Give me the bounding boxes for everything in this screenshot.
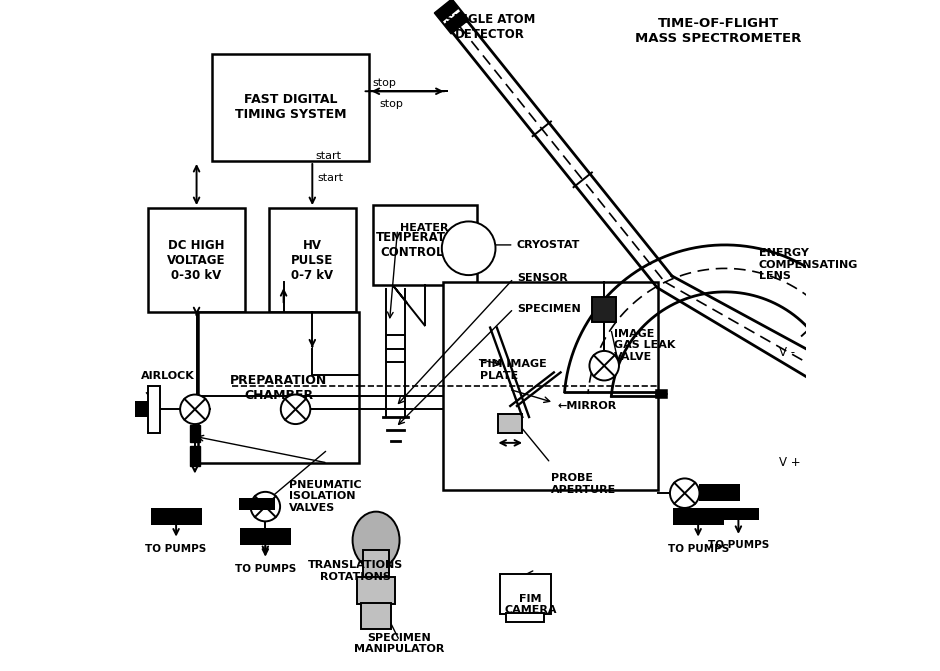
Polygon shape bbox=[434, 0, 469, 34]
Text: SINGLE ATOM
DETECTOR: SINGLE ATOM DETECTOR bbox=[445, 13, 535, 42]
Text: PNEUMATIC
ISOLATION
VALVES: PNEUMATIC ISOLATION VALVES bbox=[289, 480, 362, 513]
Text: IMAGE
GAS LEAK
VALVE: IMAGE GAS LEAK VALVE bbox=[614, 329, 676, 362]
Text: stop: stop bbox=[372, 79, 397, 88]
Bar bbox=[372, 205, 477, 285]
Bar bbox=[363, 550, 389, 577]
Text: TRANSLATIONS
ROTATIONS: TRANSLATIONS ROTATIONS bbox=[308, 560, 403, 582]
Text: DC HIGH
VOLTAGE
0-30 kV: DC HIGH VOLTAGE 0-30 kV bbox=[167, 238, 226, 282]
Text: TEMPERATURE
CONTROLLER: TEMPERATURE CONTROLLER bbox=[376, 231, 473, 259]
Bar bbox=[592, 297, 617, 322]
Text: FIM IMAGE
PLATE: FIM IMAGE PLATE bbox=[480, 359, 547, 380]
Text: stop: stop bbox=[380, 99, 403, 109]
Bar bbox=[148, 386, 160, 433]
Bar bbox=[699, 484, 740, 501]
Circle shape bbox=[589, 351, 619, 380]
Text: PROBE
APERTURE: PROBE APERTURE bbox=[551, 473, 616, 495]
Bar bbox=[150, 508, 201, 525]
Bar bbox=[212, 54, 369, 161]
Circle shape bbox=[281, 395, 310, 424]
Circle shape bbox=[442, 221, 495, 275]
Circle shape bbox=[180, 395, 210, 424]
Bar bbox=[357, 577, 395, 604]
Bar bbox=[148, 208, 245, 312]
Text: SPECIMEN
MANIPULATOR: SPECIMEN MANIPULATOR bbox=[354, 633, 445, 654]
Bar bbox=[198, 312, 359, 463]
Bar bbox=[361, 603, 391, 629]
Text: SENSOR: SENSOR bbox=[517, 274, 568, 283]
Bar bbox=[673, 508, 724, 525]
Text: CRYOSTAT: CRYOSTAT bbox=[517, 240, 580, 250]
Text: TO PUMPS: TO PUMPS bbox=[667, 544, 728, 554]
Text: start: start bbox=[318, 173, 344, 183]
Bar bbox=[500, 574, 551, 614]
Bar bbox=[240, 528, 290, 545]
Text: TIME-OF-FLIGHT
MASS SPECTROMETER: TIME-OF-FLIGHT MASS SPECTROMETER bbox=[635, 17, 802, 45]
Bar bbox=[443, 282, 658, 490]
Bar bbox=[134, 401, 148, 417]
Text: SPECIMEN: SPECIMEN bbox=[517, 304, 581, 313]
Text: TO PUMPS: TO PUMPS bbox=[708, 540, 769, 550]
Text: HV
PULSE
0-7 kV: HV PULSE 0-7 kV bbox=[291, 238, 334, 282]
Text: FIM
CAMERA: FIM CAMERA bbox=[504, 594, 556, 615]
Ellipse shape bbox=[352, 511, 400, 569]
Bar bbox=[190, 446, 200, 466]
Text: AIRLOCK: AIRLOCK bbox=[141, 371, 195, 380]
Text: V -: V - bbox=[778, 346, 795, 359]
Circle shape bbox=[251, 492, 280, 521]
Text: HEATER: HEATER bbox=[400, 223, 448, 233]
Text: ENERGY
COMPENSATING
LENS: ENERGY COMPENSATING LENS bbox=[759, 248, 858, 281]
Bar bbox=[269, 208, 356, 312]
Text: start: start bbox=[316, 151, 341, 160]
Text: V +: V + bbox=[778, 456, 800, 470]
Text: TO PUMPS: TO PUMPS bbox=[146, 544, 207, 554]
Bar bbox=[239, 498, 275, 510]
Circle shape bbox=[670, 478, 699, 508]
Bar bbox=[190, 425, 200, 442]
Bar bbox=[722, 508, 759, 520]
Bar bbox=[498, 414, 523, 433]
Text: TO PUMPS: TO PUMPS bbox=[235, 564, 296, 574]
Bar bbox=[506, 613, 544, 622]
Text: ←MIRROR: ←MIRROR bbox=[557, 401, 617, 411]
Text: PREPARATION
CHAMBER: PREPARATION CHAMBER bbox=[230, 374, 327, 401]
Text: FAST DIGITAL
TIMING SYSTEM: FAST DIGITAL TIMING SYSTEM bbox=[235, 93, 346, 121]
